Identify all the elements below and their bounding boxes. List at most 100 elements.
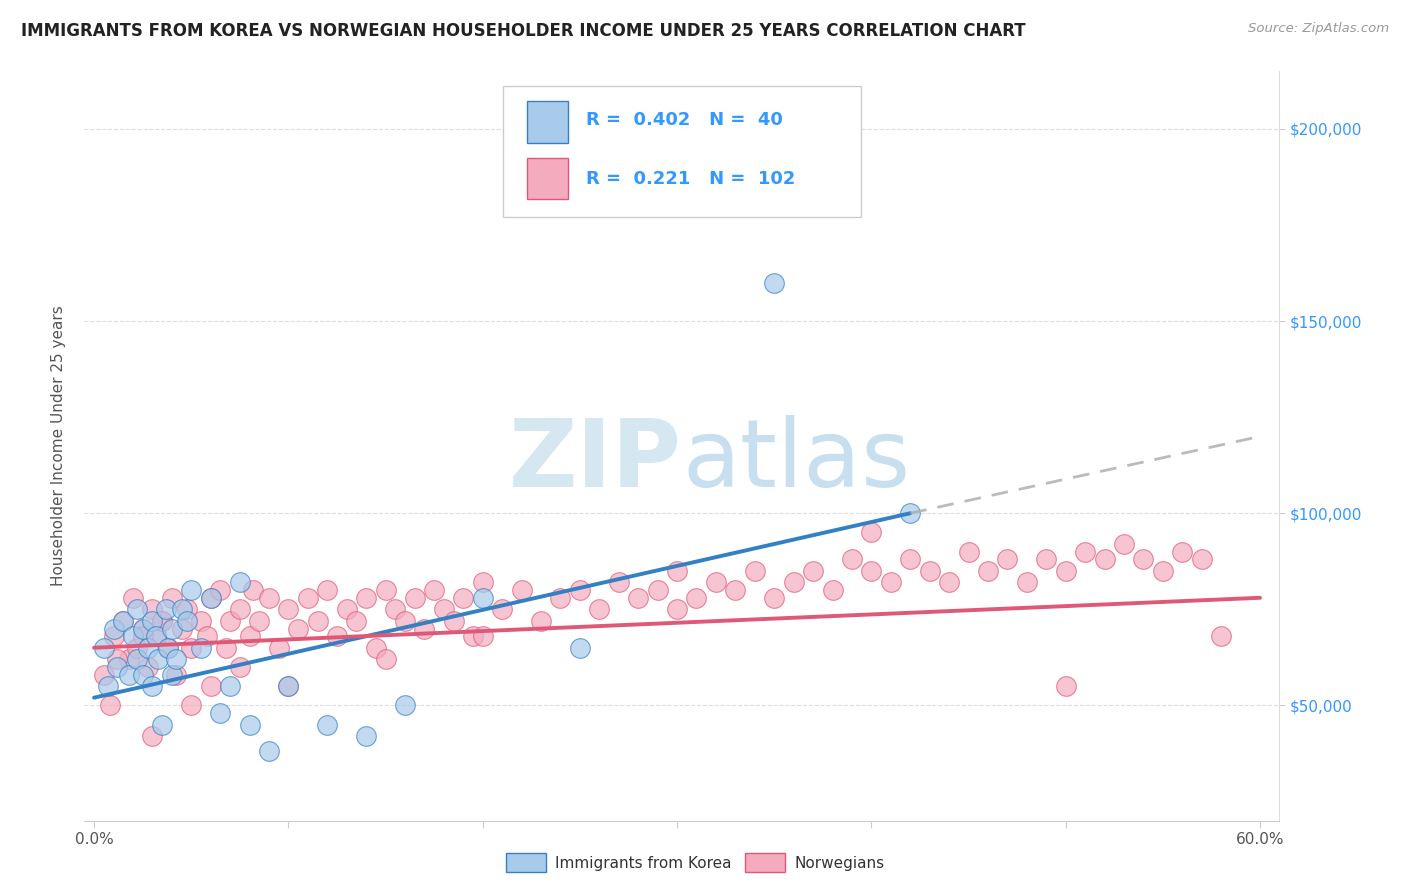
Point bbox=[200, 591, 222, 605]
Text: R =  0.221   N =  102: R = 0.221 N = 102 bbox=[586, 169, 796, 187]
Point bbox=[763, 276, 786, 290]
Point bbox=[112, 614, 135, 628]
Point bbox=[433, 602, 456, 616]
Point bbox=[209, 706, 232, 720]
Point bbox=[122, 629, 145, 643]
Point bbox=[404, 591, 426, 605]
Point bbox=[860, 564, 883, 578]
Point bbox=[150, 717, 173, 731]
Point bbox=[229, 575, 252, 590]
Point bbox=[510, 583, 533, 598]
Point bbox=[1112, 537, 1135, 551]
Point bbox=[316, 717, 339, 731]
Point bbox=[238, 629, 260, 643]
Point bbox=[122, 591, 145, 605]
Point bbox=[118, 667, 141, 681]
Point bbox=[229, 602, 252, 616]
Point bbox=[97, 679, 120, 693]
Point bbox=[141, 614, 163, 628]
Point bbox=[1152, 564, 1174, 578]
Point bbox=[195, 629, 218, 643]
Point bbox=[247, 614, 270, 628]
Point bbox=[374, 652, 396, 666]
Point bbox=[277, 679, 299, 693]
Point bbox=[125, 602, 148, 616]
Point bbox=[1211, 629, 1233, 643]
Point bbox=[131, 622, 153, 636]
Point bbox=[141, 602, 163, 616]
Point bbox=[918, 564, 941, 578]
Point bbox=[138, 660, 160, 674]
Point bbox=[471, 629, 494, 643]
Point bbox=[155, 602, 177, 616]
Point bbox=[354, 729, 377, 743]
Point bbox=[118, 652, 141, 666]
Point bbox=[165, 667, 187, 681]
Point bbox=[782, 575, 804, 590]
Point bbox=[1054, 679, 1077, 693]
Point bbox=[1094, 552, 1116, 566]
Point bbox=[219, 679, 242, 693]
Text: Immigrants from Korea: Immigrants from Korea bbox=[555, 856, 733, 871]
Point bbox=[550, 591, 572, 605]
Point bbox=[685, 591, 707, 605]
Point bbox=[801, 564, 824, 578]
Point bbox=[131, 622, 153, 636]
Point bbox=[880, 575, 903, 590]
Point bbox=[93, 667, 115, 681]
Point bbox=[568, 640, 591, 655]
Point bbox=[180, 698, 202, 713]
Point bbox=[131, 667, 153, 681]
Point bbox=[568, 583, 591, 598]
Point bbox=[666, 564, 689, 578]
Point bbox=[1191, 552, 1213, 566]
Point bbox=[160, 622, 183, 636]
Point bbox=[704, 575, 727, 590]
Point bbox=[180, 640, 202, 655]
Point bbox=[170, 602, 193, 616]
Point bbox=[423, 583, 446, 598]
Point bbox=[394, 614, 416, 628]
Point bbox=[336, 602, 359, 616]
Point bbox=[103, 622, 125, 636]
Point bbox=[150, 614, 173, 628]
Point bbox=[156, 640, 179, 655]
Point bbox=[148, 652, 170, 666]
Point bbox=[461, 629, 484, 643]
Point bbox=[287, 622, 309, 636]
Point bbox=[105, 652, 128, 666]
Point bbox=[821, 583, 844, 598]
Point bbox=[344, 614, 367, 628]
Point bbox=[156, 640, 179, 655]
Point bbox=[627, 591, 650, 605]
Point bbox=[277, 602, 299, 616]
Point bbox=[176, 602, 198, 616]
Point bbox=[170, 622, 193, 636]
Text: atlas: atlas bbox=[682, 415, 910, 507]
Point bbox=[190, 614, 212, 628]
Point bbox=[898, 552, 921, 566]
Point bbox=[141, 729, 163, 743]
Point bbox=[666, 602, 689, 616]
Point bbox=[160, 591, 183, 605]
Text: R =  0.402   N =  40: R = 0.402 N = 40 bbox=[586, 112, 783, 129]
Point bbox=[326, 629, 349, 643]
Text: Source: ZipAtlas.com: Source: ZipAtlas.com bbox=[1249, 22, 1389, 36]
Point bbox=[297, 591, 319, 605]
Point bbox=[744, 564, 766, 578]
FancyBboxPatch shape bbox=[503, 87, 862, 218]
Point bbox=[471, 575, 494, 590]
Point bbox=[471, 591, 494, 605]
Point bbox=[530, 614, 553, 628]
Text: IMMIGRANTS FROM KOREA VS NORWEGIAN HOUSEHOLDER INCOME UNDER 25 YEARS CORRELATION: IMMIGRANTS FROM KOREA VS NORWEGIAN HOUSE… bbox=[21, 22, 1026, 40]
Point bbox=[145, 629, 167, 643]
Point bbox=[354, 591, 377, 605]
Point bbox=[1171, 544, 1194, 558]
Point bbox=[257, 591, 280, 605]
FancyBboxPatch shape bbox=[527, 102, 568, 143]
Point bbox=[242, 583, 264, 598]
Point bbox=[647, 583, 669, 598]
FancyBboxPatch shape bbox=[527, 158, 568, 199]
Point bbox=[200, 679, 222, 693]
Point bbox=[1074, 544, 1097, 558]
